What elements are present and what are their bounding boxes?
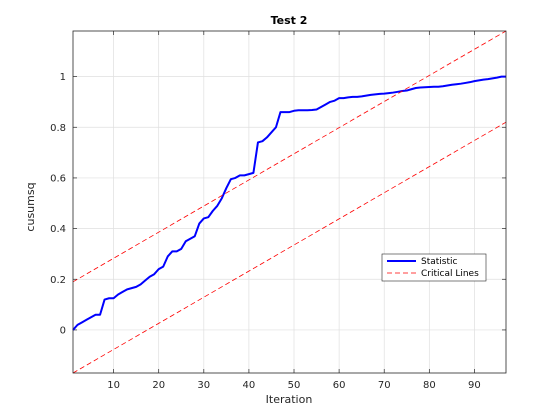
y-tick-label: 1 bbox=[60, 72, 66, 83]
legend-label-statistic: Statistic bbox=[421, 257, 458, 267]
y-axis-ticks: 0 0.2 0.4 0.6 0.8 1 bbox=[50, 72, 506, 336]
x-tick-label: 50 bbox=[288, 380, 301, 391]
plot-border bbox=[72, 30, 507, 374]
y-tick-label: 0 bbox=[60, 325, 66, 336]
y-tick-label: 0.2 bbox=[50, 275, 66, 286]
x-tick-label: 60 bbox=[333, 380, 346, 391]
x-axis-ticks: 10 20 30 40 50 60 70 80 90 bbox=[107, 31, 481, 391]
y-axis-label: cusumsq bbox=[24, 182, 37, 231]
legend-box bbox=[381, 253, 487, 282]
legend: Statistic Critical Lines bbox=[381, 253, 487, 282]
x-axis-label: Iteration bbox=[266, 393, 313, 406]
plot-area bbox=[73, 31, 506, 373]
legend-label-critical-lines: Critical Lines bbox=[421, 269, 479, 279]
statistic-line bbox=[72, 75, 506, 331]
critical-line-upper bbox=[72, 30, 507, 283]
x-tick-label: 40 bbox=[243, 380, 256, 391]
critical-line-lower bbox=[72, 121, 507, 374]
x-tick-label: 30 bbox=[197, 380, 210, 391]
x-tick-label: 10 bbox=[107, 380, 120, 391]
chart-title: Test 2 bbox=[271, 14, 308, 27]
series-layer bbox=[72, 30, 507, 374]
x-tick-label: 20 bbox=[152, 380, 165, 391]
y-tick-label: 0.4 bbox=[50, 224, 66, 235]
x-tick-label: 70 bbox=[378, 380, 391, 391]
y-tick-label: 0.6 bbox=[50, 173, 66, 184]
x-tick-label: 90 bbox=[468, 380, 481, 391]
y-tick-label: 0.8 bbox=[50, 123, 66, 134]
x-tick-label: 80 bbox=[423, 380, 436, 391]
